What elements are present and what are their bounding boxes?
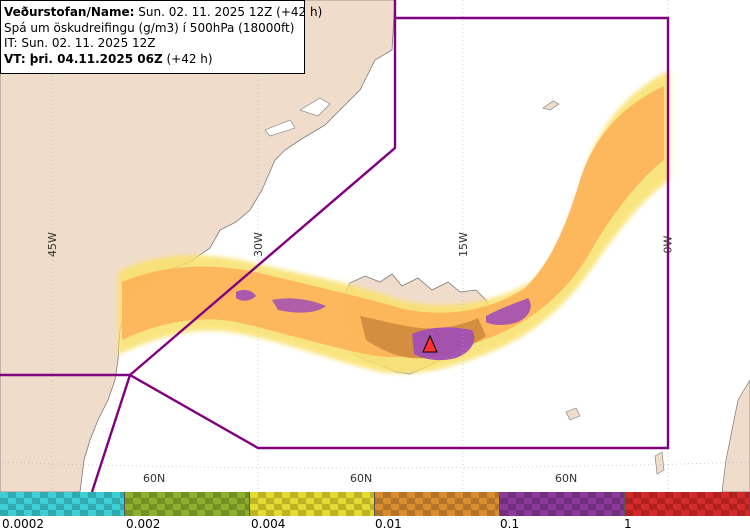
volcano-marker-icon — [422, 334, 438, 353]
ash-mid-concentration — [122, 86, 664, 358]
legend-segment-yellow — [250, 492, 375, 516]
info-line-4-value: (+42 h) — [162, 51, 213, 66]
legend-segment-orange — [375, 492, 500, 516]
legend-tick-2: 0.004 — [251, 517, 286, 531]
legend-tick-1: 0.002 — [126, 517, 161, 531]
shetland-islands — [654, 451, 665, 475]
info-line-4: VT: þri. 04.11.2025 06Z (+42 h) — [4, 52, 304, 68]
info-line-1: Veðurstofan/Name: Sun. 02. 11. 2025 12Z … — [4, 5, 322, 21]
faroe-islands — [565, 407, 581, 421]
legend-segment-cyan — [0, 492, 125, 516]
ash-very-high-concentration — [236, 289, 256, 301]
longitude-label-30w: 30W — [251, 232, 265, 257]
legend-segment-olive — [125, 492, 250, 516]
info-line-3: IT: Sun. 02. 11. 2025 12Z — [4, 36, 156, 50]
greenland-land — [0, 0, 396, 492]
latitude-label-60n: 60N — [350, 472, 373, 485]
jan-mayen-island — [542, 100, 560, 111]
legend-tick-3: 0.01 — [375, 517, 402, 531]
legend-tick-5: 1 — [624, 517, 632, 531]
info-line-2: Spá um öskudreifingu (g/m3) í 500hPa (18… — [4, 20, 295, 35]
latitude-label-60n: 60N — [555, 472, 578, 485]
fjord — [299, 97, 331, 117]
ash-plume — [118, 70, 670, 374]
info-line-4-label: VT: þri. 04.11.2025 06Z — [4, 51, 163, 66]
concentration-legend — [0, 492, 750, 516]
latitude-label-60n: 60N — [143, 472, 166, 485]
info-line-1-value: Sun. 02. 11. 2025 12Z (+42 h) — [134, 5, 323, 19]
fir-boundary — [0, 0, 670, 492]
longitude-label-15w: 15W — [456, 232, 470, 257]
info-line-1-label: Veðurstofan/Name: — [4, 5, 135, 19]
fjord — [264, 119, 296, 137]
legend-tick-0: 0.0002 — [2, 517, 44, 531]
forecast-info-box: Veðurstofan/Name: Sun. 02. 11. 2025 12Z … — [0, 0, 322, 74]
longitude-label-45w: 45W — [45, 232, 59, 257]
legend-tick-4: 0.1 — [500, 517, 520, 531]
ash-very-high-concentration — [486, 298, 531, 325]
longitude-label-0w: 0W — [661, 235, 675, 254]
graticule — [0, 0, 750, 492]
legend-segment-red — [625, 492, 750, 516]
norway-coast — [721, 379, 750, 492]
ash-dispersion-map — [0, 0, 750, 492]
ash-very-high-concentration — [272, 298, 326, 313]
legend-segment-purple — [500, 492, 625, 516]
